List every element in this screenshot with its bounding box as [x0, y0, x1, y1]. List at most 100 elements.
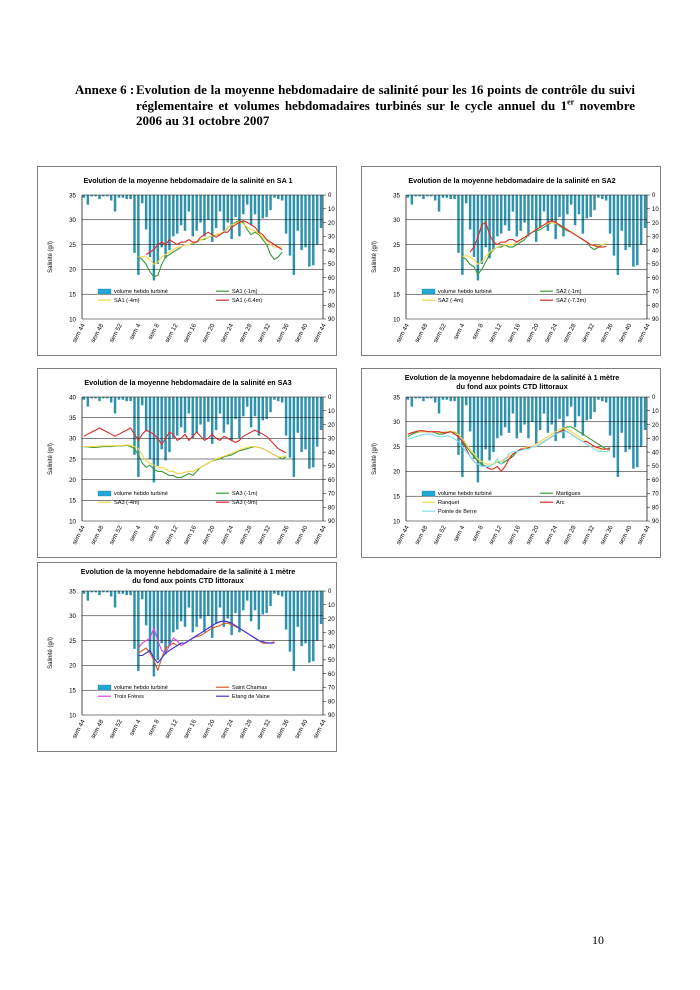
x-tick-label: sem 8: [471, 524, 485, 543]
volume-bar: [538, 195, 542, 229]
legend-label: SA1 (-4m): [114, 298, 140, 304]
y-tick-label: 30: [69, 436, 76, 443]
x-tick-label: sem 52: [432, 524, 448, 546]
x-tick-label: sem 28: [238, 322, 254, 344]
y2-tick-label: 0: [328, 193, 332, 199]
x-tick-label: sem 32: [580, 524, 596, 546]
volume-bar: [636, 397, 639, 468]
x-tick-label: sem 44: [636, 322, 652, 344]
volume-bar: [273, 591, 276, 594]
volume-bar: [523, 195, 526, 223]
volume-bar: [480, 397, 484, 466]
x-tick-label: sem 20: [201, 718, 217, 740]
volume-bar: [496, 195, 499, 237]
volume-bar: [90, 195, 93, 197]
y2-tick-label: 80: [328, 699, 335, 705]
volume-bar: [86, 195, 90, 205]
volume-bar: [179, 591, 183, 622]
volume-bar: [433, 397, 437, 403]
x-tick-label: sem 12: [488, 322, 504, 344]
volume-bar: [195, 195, 198, 231]
volume-bar: [620, 397, 623, 433]
volume-bar: [488, 195, 491, 259]
caption-label: Annexe 6 :: [75, 82, 135, 97]
legend: volume hebdo turbiné Martigues Ranquet Arc P…: [421, 490, 581, 515]
volume-bar: [94, 397, 97, 399]
chart-panel-sa2: Evolution de la moyenne hebdomadaire de …: [361, 166, 661, 356]
x-tick-label: sem 44: [636, 524, 652, 546]
volume-bar: [187, 195, 191, 212]
volume-bar: [597, 195, 600, 198]
volume-bar: [296, 397, 299, 433]
volume-bar: [230, 397, 233, 442]
volume-bar: [558, 195, 561, 218]
legend-label-bars: volume hebdo turbiné: [438, 491, 492, 497]
y2-tick-label: 30: [328, 437, 335, 443]
volume-bar: [499, 195, 503, 234]
volume-bar: [187, 397, 191, 414]
volume-bar: [168, 591, 171, 647]
volume-bar: [577, 397, 581, 417]
legend-label-bars: volume hebdo turbiné: [114, 491, 168, 497]
y-tick-label: 15: [69, 688, 76, 695]
y-tick-label: 30: [69, 217, 76, 224]
volume-bar: [523, 397, 526, 425]
y2-tick-label: 20: [652, 423, 659, 429]
y2-tick-label: 60: [652, 276, 659, 282]
volume-bar: [581, 397, 585, 436]
legend-label: SA2 (-7.3m): [556, 298, 586, 304]
volume-bar: [86, 397, 90, 407]
legend-label: SA2 (-1m): [556, 289, 582, 295]
series-line: [462, 221, 607, 265]
volume-bar: [82, 591, 86, 594]
x-tick-label: sem 44: [312, 718, 328, 740]
y-tick-label: 35: [393, 192, 400, 199]
turbined-volume-bars: [82, 195, 323, 281]
volume-bar: [566, 397, 569, 417]
volume-bar: [449, 195, 452, 200]
volume-bar: [319, 591, 323, 625]
x-tick-label: sem 24: [543, 524, 559, 546]
legend-label: SA1 (-6.4m): [232, 298, 262, 304]
x-tick-label: sem 4: [452, 524, 466, 543]
volume-bar: [308, 195, 311, 267]
volume-bar: [210, 397, 214, 444]
y2-tick-label: 0: [652, 193, 656, 199]
legend-label: SA3 (-9m): [232, 500, 258, 506]
volume-bar: [300, 397, 303, 453]
volume-bar: [129, 195, 132, 200]
series-line: [83, 427, 287, 454]
volume-bar: [152, 591, 156, 677]
y2-tick-label: 30: [652, 437, 659, 443]
volume-bar: [457, 397, 460, 455]
volume-bar: [249, 195, 253, 226]
chart-title: Evolution de la moyenne hebdomadaire de …: [408, 176, 615, 185]
x-tick-label: sem 44: [71, 524, 87, 546]
y-tick-label: 10: [69, 518, 76, 525]
chart-title: Evolution de la moyenne hebdomadaire de …: [83, 176, 292, 185]
x-tick-label: sem 32: [580, 322, 596, 344]
series-line: [138, 620, 275, 664]
x-tick-label: sem 40: [618, 322, 634, 344]
y-tick-label: 20: [393, 267, 400, 274]
y2-tick-label: 80: [652, 303, 659, 309]
volume-bar: [82, 195, 86, 198]
x-tick-label: sem 28: [238, 718, 254, 740]
y2-tick-label: 10: [328, 207, 335, 213]
y-tick-label: 25: [69, 456, 76, 463]
volume-bar: [418, 195, 421, 197]
x-tick-label: sem 16: [506, 524, 522, 546]
volume-bar: [280, 195, 284, 201]
volume-bar: [507, 195, 511, 231]
volume-bar: [468, 195, 472, 230]
x-tick-label: sem 44: [71, 322, 87, 344]
volume-bar: [102, 397, 105, 399]
volume-bar: [137, 195, 140, 275]
volume-bar: [125, 195, 128, 200]
chart-subtitle: du fond aux points CTD littoraux: [132, 576, 243, 585]
volume-bar: [242, 591, 245, 611]
volume-bar: [542, 397, 546, 414]
volume-bar: [546, 397, 550, 433]
volume-bar: [430, 195, 433, 197]
volume-bar: [604, 195, 608, 201]
